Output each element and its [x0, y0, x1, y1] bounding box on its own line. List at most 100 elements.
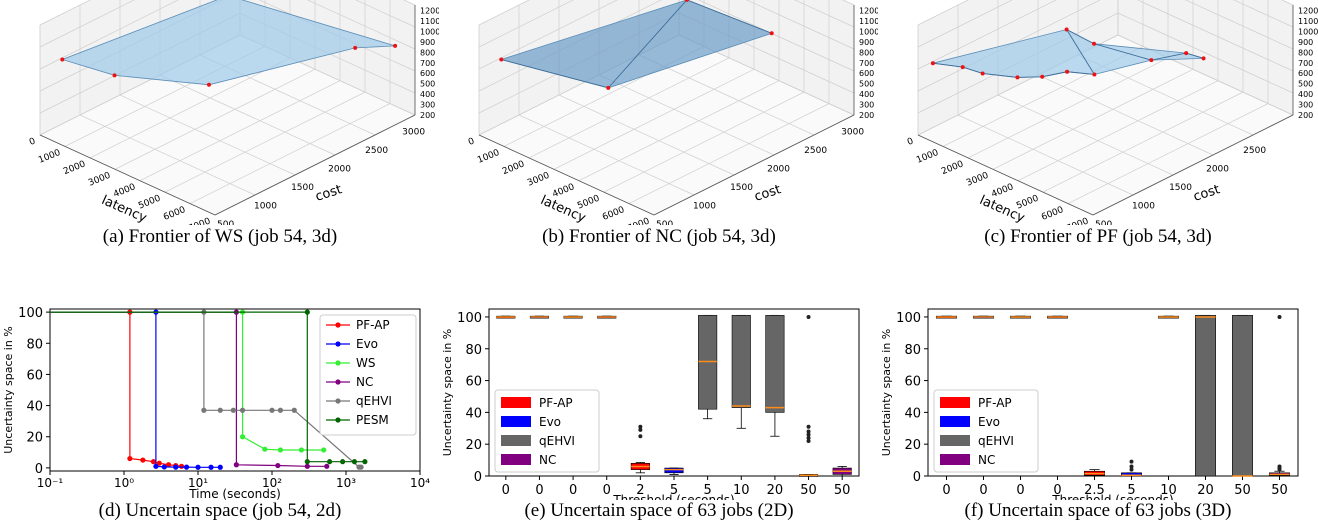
- frontier-point-2: [980, 71, 985, 76]
- frontier-edge: [962, 66, 983, 74]
- frontier-point-0: [60, 57, 65, 62]
- data-point-PESM: [351, 459, 358, 465]
- grid-throughput-4: [39, 0, 416, 48]
- throughput-tick-label: 900: [859, 38, 874, 47]
- plot-frame: [49, 308, 421, 472]
- legend-label-PF-AP: PF-AP: [978, 396, 1012, 410]
- box-flier: [1277, 314, 1282, 319]
- throughput-tick-label: 400: [1298, 90, 1313, 99]
- y-tick-label: 80: [465, 343, 482, 358]
- latency-tick-label: 7000: [1065, 216, 1090, 225]
- x-tick-label: 50: [800, 483, 817, 498]
- y-tick-label: 0: [913, 470, 921, 485]
- box-flier: [1277, 464, 1282, 469]
- data-point-NC: [304, 463, 310, 469]
- legend-label-qEHVI: qEHVI: [978, 434, 1014, 448]
- frontier-point-9: [1149, 58, 1154, 63]
- y-tick-label: 20: [465, 438, 482, 453]
- frontier-point-8: [1092, 41, 1097, 46]
- frontier-point-0: [930, 61, 935, 66]
- chart-a-3d-frontier: 01000200030004000500060007000latency5001…: [28, 0, 439, 225]
- latency-tick-label: 1000: [915, 148, 940, 166]
- latency-axis-label: latency: [977, 193, 1027, 225]
- y-tick-label: 80: [904, 343, 921, 358]
- data-point-NC: [275, 462, 281, 469]
- legend-marker-WS: [335, 360, 341, 366]
- legend-swatch-PF-AP: [940, 397, 970, 408]
- cost-axis-label: cost: [753, 182, 783, 205]
- x-tick-label: 10¹: [188, 476, 208, 490]
- data-point-WS: [298, 447, 305, 453]
- frontier-edge: [1186, 52, 1204, 59]
- latency-axis: [478, 134, 655, 216]
- y-tick-label: 100: [18, 306, 43, 321]
- throughput-tick-label: 500: [420, 80, 435, 89]
- frontier-edge: [1093, 43, 1152, 61]
- frontier-point-0: [499, 57, 504, 62]
- legend-box: [319, 314, 417, 436]
- cost-axis-label: cost: [1192, 182, 1222, 205]
- cost-tick-label: 1000: [693, 201, 716, 211]
- throughput-tick-label: 1200: [1298, 7, 1318, 16]
- cost-tick-label: 2500: [804, 146, 827, 156]
- x-tick-label: 10⁰: [114, 476, 134, 490]
- x-tick-label: 20: [1197, 483, 1214, 498]
- x-tick-label: 0: [603, 483, 611, 498]
- throughput-tick-label: 1000: [420, 27, 439, 36]
- throughput-tick-label: 200: [859, 111, 874, 120]
- data-point-WS: [262, 446, 268, 452]
- cost-tick-label: 1500: [730, 183, 753, 193]
- cost-tick-label: 3000: [841, 127, 864, 137]
- y-tick-label: 80: [26, 337, 43, 352]
- data-point-PF-AP: [165, 462, 172, 468]
- frontier-point-1: [960, 65, 965, 70]
- throughput-tick-label: 1000: [859, 27, 878, 36]
- latency-tick-label: 2000: [501, 159, 526, 177]
- legend-marker-Evo: [335, 341, 341, 347]
- legend-label-PESM: PESM: [356, 413, 389, 427]
- y-axis-label: Uncertainty space in %: [441, 329, 454, 457]
- frontier-point-2: [684, 0, 689, 2]
- x-tick-label: 0: [1016, 483, 1024, 498]
- data-point-Evo: [173, 464, 179, 470]
- throughput-tick-label: 1100: [1298, 17, 1318, 26]
- latency-tick-label: 0: [906, 136, 915, 148]
- throughput-tick-label: 800: [859, 48, 874, 57]
- cost-tick-label: 2000: [1206, 164, 1229, 174]
- x-tick-label: 0: [1053, 483, 1061, 498]
- latency-axis-label: latency: [99, 193, 149, 225]
- x-tick-label: 2.5: [1084, 483, 1105, 498]
- throughput-tick-label: 900: [420, 38, 435, 47]
- frontier-point-7: [1064, 27, 1069, 32]
- throughput-tick-label: 800: [420, 48, 435, 57]
- x-tick-label: 10⁴: [410, 476, 430, 490]
- throughput-tick-label: 400: [859, 90, 874, 99]
- data-point-PF-AP: [150, 459, 157, 465]
- legend-swatch-NC: [940, 454, 970, 465]
- x-tick-label: 20: [767, 483, 784, 498]
- box-Evo: [664, 467, 684, 474]
- frontier-point-3: [1015, 75, 1020, 80]
- data-point-Evo: [161, 464, 167, 470]
- frontier-edge: [982, 73, 1018, 78]
- y-tick-label: 40: [904, 406, 921, 421]
- frontier-point-1: [606, 85, 611, 90]
- x-axis-label: Time (seconds): [188, 487, 281, 500]
- x-tick-label: 50: [834, 483, 851, 498]
- cost-tick-label: 500: [1095, 220, 1112, 225]
- series-line-PESM: [50, 311, 365, 463]
- cost-tick-label: 3000: [402, 127, 425, 137]
- box-qEHVI: [731, 315, 751, 408]
- caption-a: (a) Frontier of WS (job 54, 3d): [102, 226, 338, 247]
- y-tick-label: 100: [457, 311, 482, 326]
- throughput-tick-label: 1100: [420, 17, 439, 26]
- x-tick-label: 2: [636, 483, 644, 498]
- latency-tick-label: 7000: [187, 216, 212, 225]
- frontier-point-3: [769, 31, 774, 36]
- throughput-tick-label: 1200: [859, 7, 878, 16]
- cost-tick-label: 500: [656, 220, 673, 225]
- frontier-edge: [1067, 71, 1095, 75]
- frontier-point-5: [393, 43, 398, 48]
- data-point-PESM: [304, 459, 310, 465]
- box-flier: [806, 314, 811, 319]
